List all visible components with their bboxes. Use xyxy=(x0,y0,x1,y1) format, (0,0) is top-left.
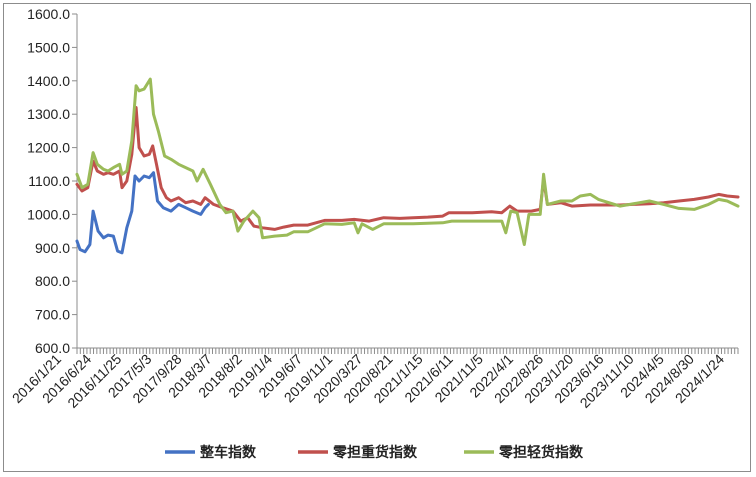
series-line-1 xyxy=(75,106,740,231)
chart-frame xyxy=(3,3,751,472)
series-line-0 xyxy=(75,171,210,255)
y-tick-label: 1500.0 xyxy=(27,39,70,55)
legend: 整车指数 零担重货指数 零担轻货指数 xyxy=(165,444,584,461)
legend-label: 零担重货指数 xyxy=(332,444,418,461)
y-axis: 600.0 700.0 800.0 900.0 1000.0 1100.0 1200.0 13… xyxy=(27,6,78,356)
x-axis: 2016/1/212016/6/242016/11/252017/5/32017… xyxy=(9,347,739,411)
legend-label: 整车指数 xyxy=(199,444,257,461)
series-layer xyxy=(75,77,740,255)
y-tick-label: 1600.0 xyxy=(27,6,70,22)
y-tick-label: 600.0 xyxy=(35,340,70,356)
legend-label: 零担轻货指数 xyxy=(498,444,584,461)
y-tick-label: 1200.0 xyxy=(27,140,70,156)
y-tick-label: 700.0 xyxy=(35,307,70,323)
y-tick-label: 1300.0 xyxy=(27,106,70,122)
y-tick-label: 1000.0 xyxy=(27,206,70,222)
y-tick-label: 900.0 xyxy=(35,240,70,256)
series-line-2 xyxy=(75,77,740,246)
y-tick-label: 1100.0 xyxy=(28,173,70,189)
y-tick-label: 800.0 xyxy=(35,273,70,289)
y-tick-label: 1400.0 xyxy=(27,73,70,89)
